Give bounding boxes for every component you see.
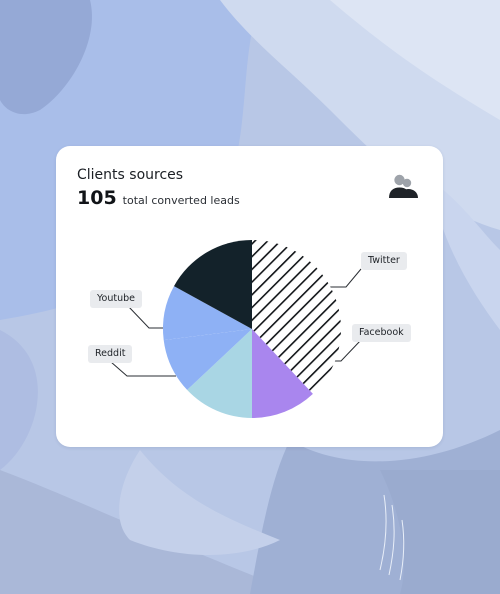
total-label: total converted leads [122, 194, 240, 207]
reddit-connector [110, 361, 176, 377]
pie-slice-unlabeled-5 [174, 240, 252, 329]
legend-label-youtube: Youtube [90, 290, 142, 308]
pie-slice-reddit [163, 329, 252, 390]
users-icon[interactable] [387, 174, 421, 200]
legend-label-twitter: Twitter [361, 252, 407, 270]
pie-slices [162, 240, 341, 418]
legend-label-facebook: Facebook [352, 324, 411, 342]
pie-slice-unlabeled-2 [187, 329, 252, 418]
pie-slice-youtube [162, 286, 252, 341]
total-leads: 105 total converted leads [77, 187, 240, 209]
pie-chart [110, 240, 362, 418]
total-value: 105 [77, 187, 117, 209]
legend-label-reddit: Reddit [88, 345, 133, 363]
pie-slice-facebook [252, 329, 313, 418]
card-title: Clients sources [77, 167, 184, 183]
twitter-connector [324, 268, 362, 288]
pie-slice-twitter [252, 240, 341, 394]
youtube-connector [127, 305, 168, 329]
clients-sources-card: Clients sources 105 total converted lead… [56, 146, 443, 447]
